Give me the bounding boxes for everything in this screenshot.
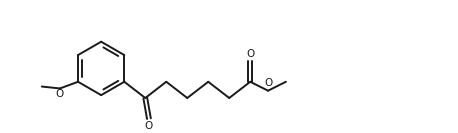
Text: O: O — [246, 49, 254, 59]
Text: O: O — [56, 89, 64, 99]
Text: O: O — [145, 121, 153, 131]
Text: O: O — [264, 78, 272, 88]
